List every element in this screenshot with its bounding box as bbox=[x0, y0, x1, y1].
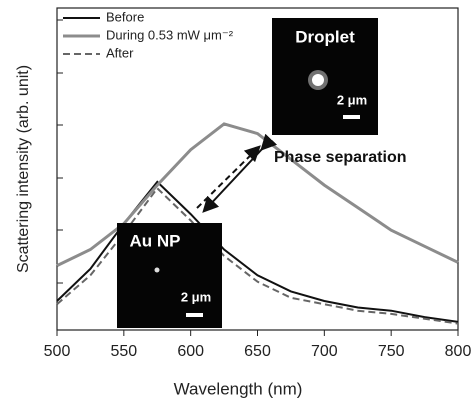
legend: Before During 0.53 mW μm⁻² After bbox=[63, 9, 234, 60]
scale-bar bbox=[186, 313, 203, 317]
scale-bar bbox=[343, 115, 360, 119]
droplet bbox=[312, 74, 324, 86]
particle bbox=[154, 267, 160, 273]
inset-image bbox=[117, 223, 222, 328]
inset-title: Au NP bbox=[130, 231, 181, 250]
x-tick-label: 700 bbox=[311, 343, 338, 360]
x-tick-label: 650 bbox=[244, 343, 271, 360]
arrow bbox=[202, 133, 278, 213]
x-tick-label: 500 bbox=[44, 343, 71, 360]
legend-label: During 0.53 mW μm⁻² bbox=[106, 27, 234, 42]
y-axis-ticks bbox=[57, 19, 63, 284]
legend-label: After bbox=[106, 45, 134, 60]
x-tick-label: 800 bbox=[445, 343, 472, 360]
arrow bbox=[196, 145, 261, 209]
x-tick-label: 750 bbox=[378, 343, 405, 360]
series-line bbox=[56, 186, 459, 325]
scale-bar-label: 2 μm bbox=[337, 92, 367, 107]
inset-title: Droplet bbox=[295, 27, 355, 46]
y-axis-label: Scattering intensity (arb. unit) bbox=[15, 65, 32, 273]
x-tick-label: 550 bbox=[110, 343, 137, 360]
x-axis-label: Wavelength (nm) bbox=[174, 379, 303, 398]
scale-bar-label: 2 μm bbox=[181, 289, 211, 304]
annotation: Phase separation bbox=[274, 149, 407, 166]
legend-label: Before bbox=[106, 9, 144, 24]
x-tick-label: 600 bbox=[177, 343, 204, 360]
